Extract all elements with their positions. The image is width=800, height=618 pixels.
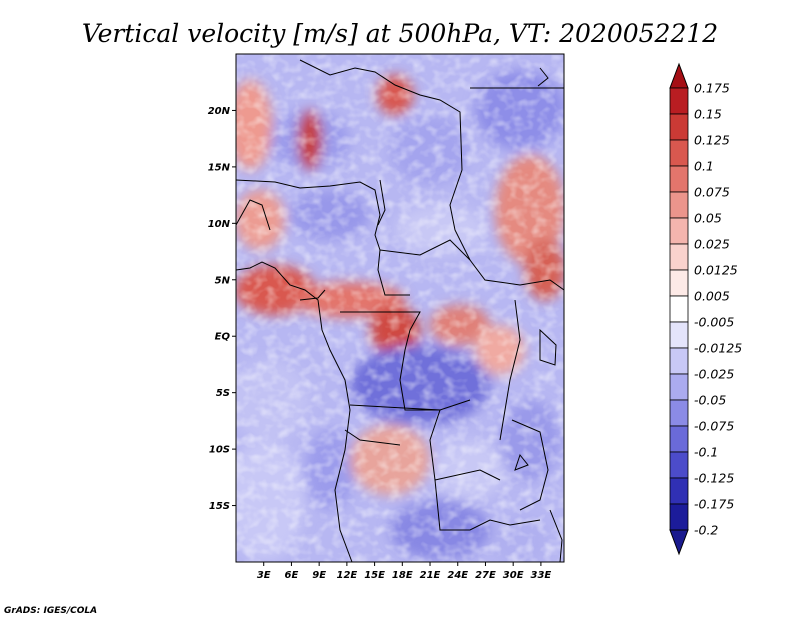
lon-tick-label: 3E [257,570,271,581]
colorbar-swatch [669,113,689,141]
colorbar: 0.175 0.15 0.125 0.1 0.075 0.05 0.025 0.0125 0.0… [669,62,742,556]
colorbar-label: -0.025 [694,367,734,382]
lat-tick-label: 15N [208,162,231,173]
colorbar-label: -0.05 [694,393,726,408]
colorbar-label: 0.125 [694,133,730,148]
colorbar-swatch [669,373,689,401]
longitude-axis: 3E 6E 9E 12E 15E 18E 21E 24E 27E 30E 33E [257,562,552,581]
lon-tick-label: 18E [392,570,413,581]
lon-tick-label: 12E [336,570,357,581]
colorbar-label: 0.05 [694,211,722,226]
colorbar-label: 0.1 [694,159,714,174]
colorbar-label: -0.075 [694,419,734,434]
colorbar-swatch [669,321,689,349]
lon-tick-label: 27E [475,570,496,581]
colorbar-label: -0.1 [694,445,718,460]
lon-tick-label: 24E [447,570,468,581]
colorbar-label: -0.2 [694,523,718,538]
colorbar-label: -0.125 [694,471,734,486]
lon-tick-label: 6E [285,570,299,581]
lon-tick-label: 9E [312,570,326,581]
colorbar-swatch [669,165,689,193]
colorbar-swatch [669,347,689,375]
lat-tick-label: 10S [209,445,230,456]
colorbar-label: 0.005 [694,289,730,304]
colorbar-swatch [669,451,689,479]
lat-tick-label: 5N [215,275,231,286]
colorbar-label: 0.025 [694,237,730,252]
grads-credit: GrADS: IGES/COLA [4,606,97,616]
lat-tick-label: 5S [216,388,230,399]
colorbar-label: 0.075 [694,185,730,200]
colorbar-label: -0.175 [694,497,734,512]
map-title: Vertical velocity [m/s] at 500hPa, VT: 2… [82,19,718,48]
lat-tick-label: 15S [209,501,230,512]
latitude-axis: 20N 15N 10N 5N EQ 5S 10S 15S [208,106,236,512]
lat-tick-label: EQ [215,332,231,343]
colorbar-label: 0.15 [694,107,722,122]
colorbar-swatch [669,87,689,115]
lon-tick-label: 30E [503,570,524,581]
colorbar-bottom-arrow [669,529,689,556]
colorbar-label: -0.0125 [694,341,742,356]
lon-tick-label: 21E [420,570,441,581]
colorbar-swatch [669,139,689,167]
colorbar-swatch [669,217,689,245]
map-field [236,54,564,562]
map-frame [235,53,565,563]
lon-tick-label: 33E [531,570,552,581]
colorbar-swatch [669,191,689,219]
colorbar-label: 0.175 [694,81,730,96]
colorbar-swatch [669,243,689,271]
lon-tick-label: 15E [364,570,385,581]
lat-tick-label: 10N [208,219,231,230]
borders [236,59,564,562]
colorbar-swatch [669,503,689,531]
colorbar-top-arrow [669,62,689,89]
colorbar-label: -0.005 [694,315,734,330]
colorbar-label: 0.0125 [694,263,738,278]
colorbar-swatch [669,399,689,427]
colorbar-swatch [669,477,689,505]
colorbar-swatch [669,295,689,323]
colorbar-swatch [669,269,689,297]
colorbar-swatch [669,425,689,453]
lat-tick-label: 20N [208,106,231,117]
